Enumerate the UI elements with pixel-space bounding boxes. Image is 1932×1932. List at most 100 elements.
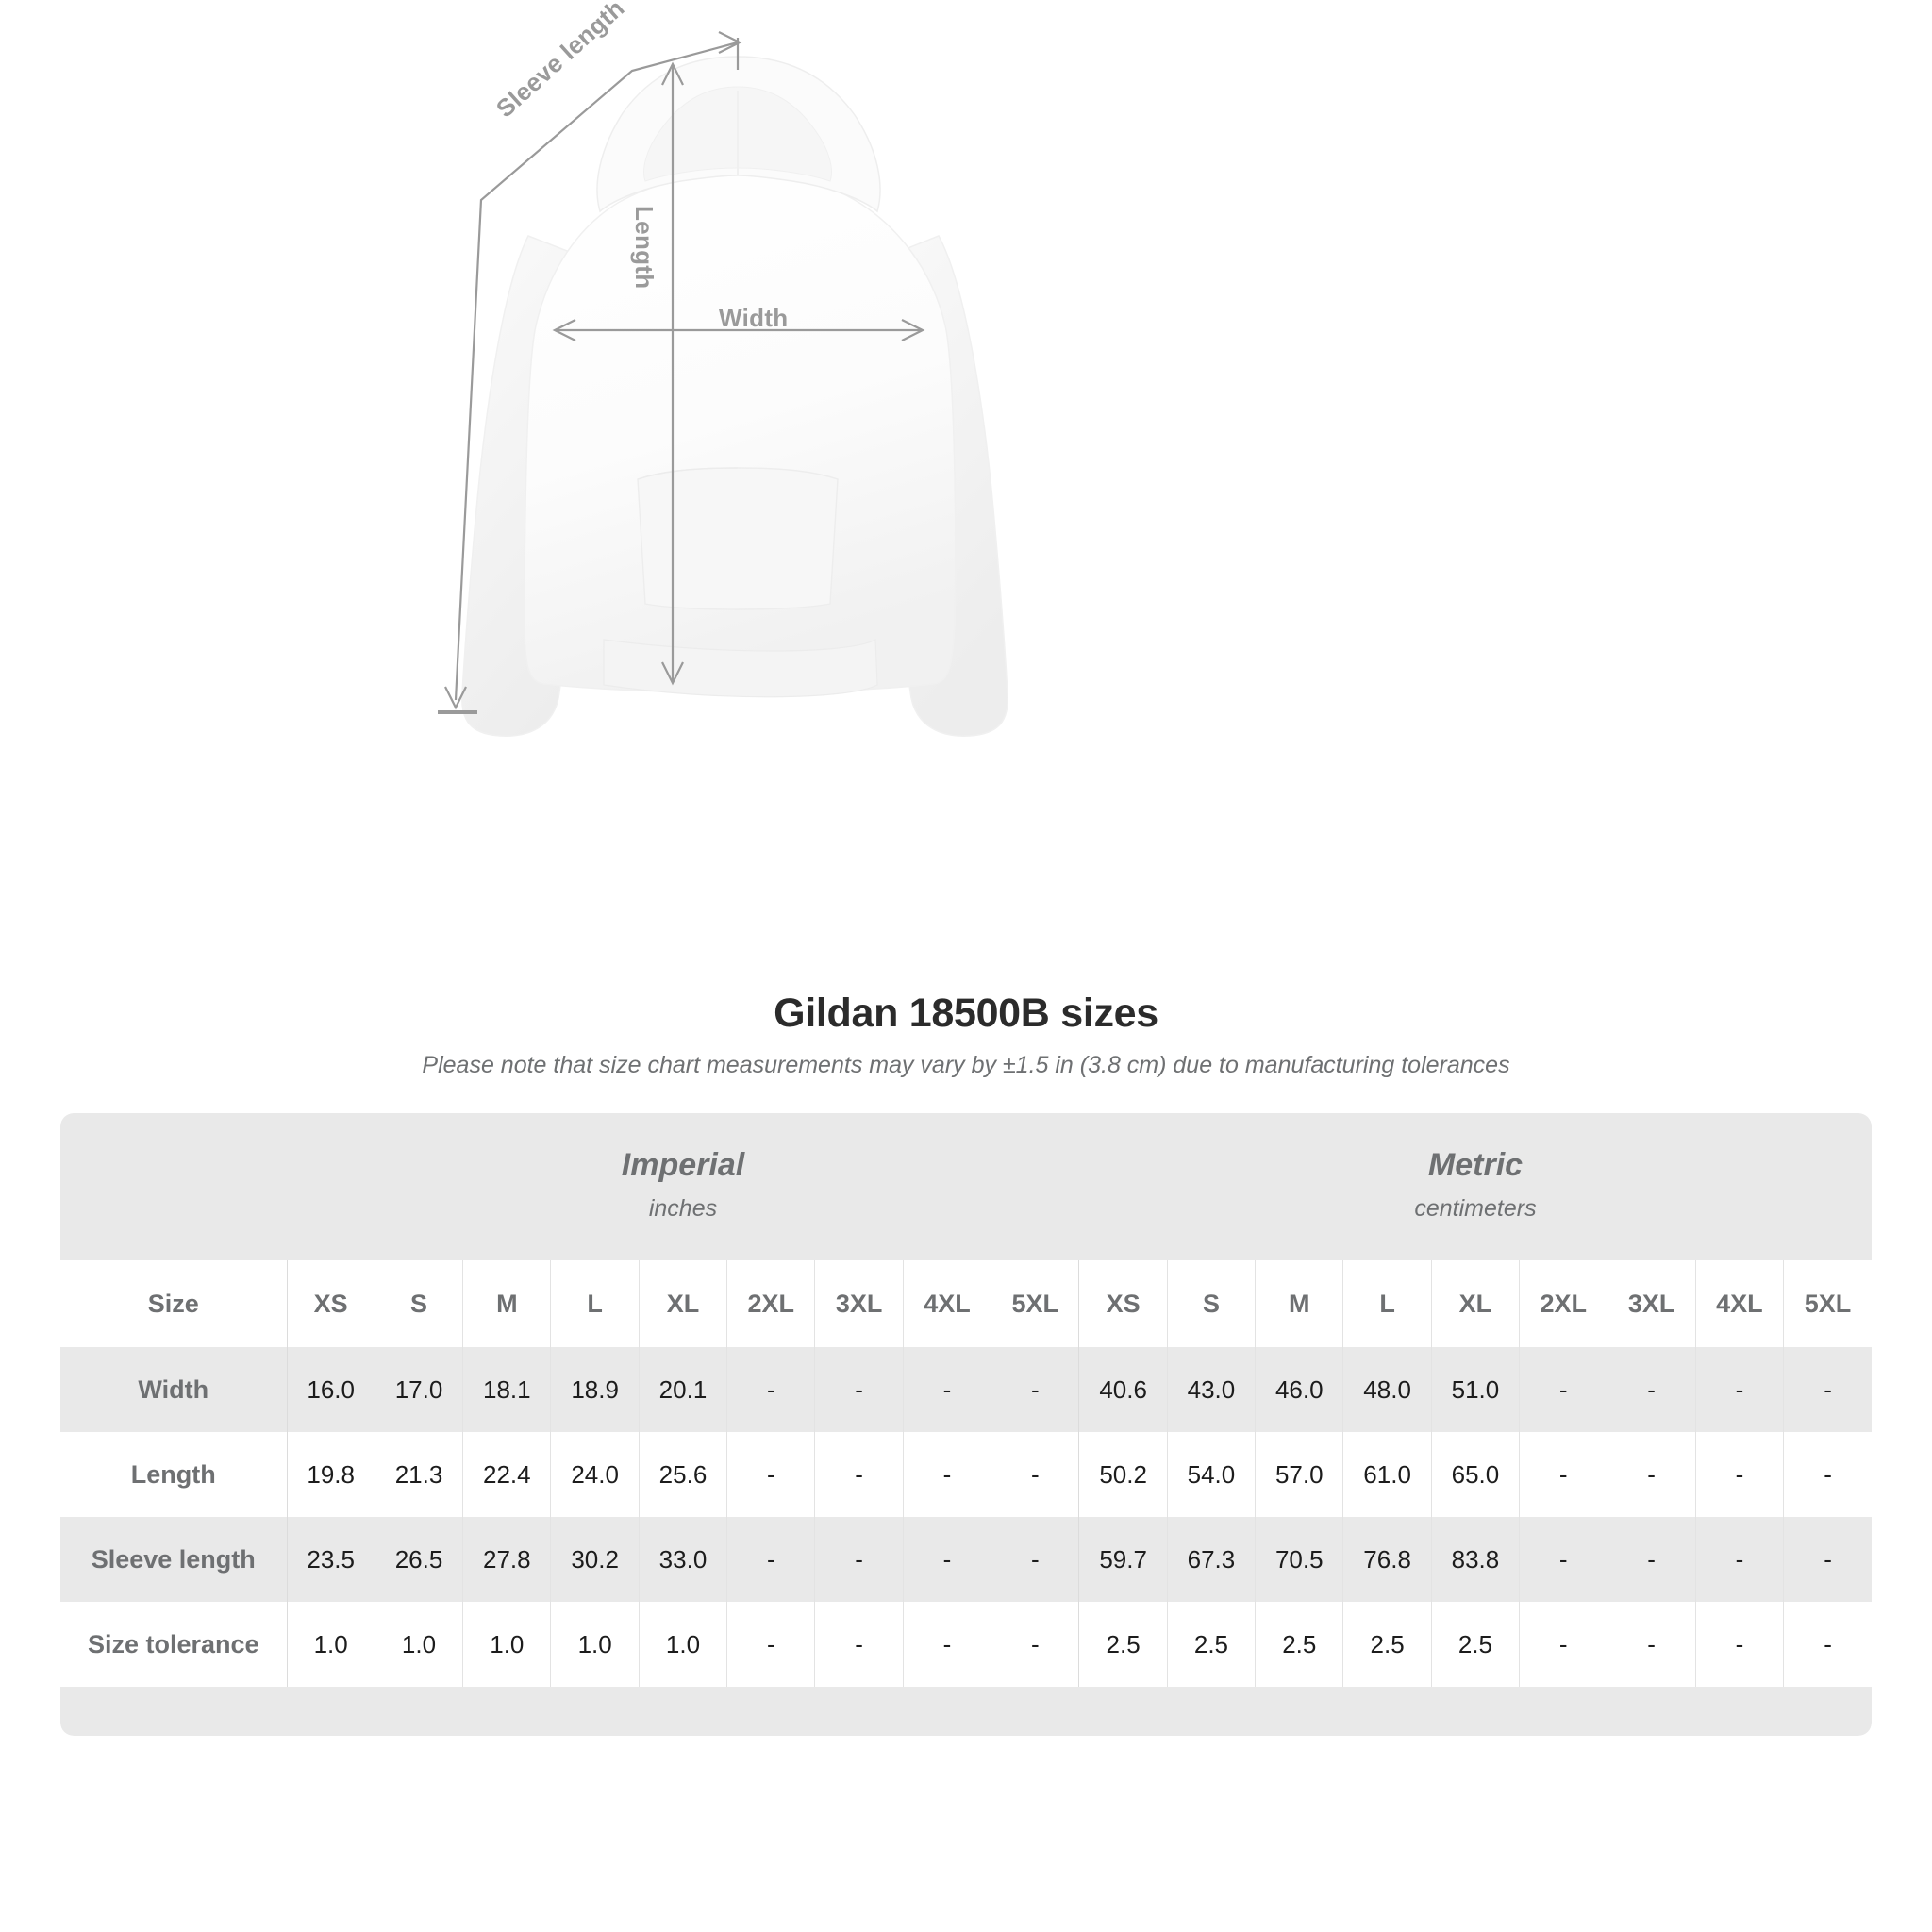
cell-sleeve-length-imperial-l: 30.2 <box>550 1517 640 1602</box>
size-header-metric-3xl[interactable]: 3XL <box>1607 1260 1696 1347</box>
size-header-metric-5xl[interactable]: 5XL <box>1783 1260 1872 1347</box>
cell-width-metric-l: 48.0 <box>1342 1347 1432 1432</box>
table-row: Sleeve length 23.5 26.5 27.8 30.2 33.0- - - -59.… <box>60 1517 1872 1602</box>
size-header-imperial-5xl[interactable]: 5XL <box>991 1260 1079 1347</box>
size-header-metric-2xl[interactable]: 2XL <box>1519 1260 1607 1347</box>
cell-size-tolerance-imperial-s: 1.0 <box>374 1602 463 1687</box>
page-title: Gildan 18500B sizes <box>774 991 1158 1036</box>
cell-sleeve-length-imperial-s: 26.5 <box>374 1517 463 1602</box>
cell-size-tolerance-metric-5xl: - <box>1783 1602 1872 1687</box>
size-header-metric-s[interactable]: S <box>1166 1260 1256 1347</box>
size-header-metric-xs[interactable]: XS <box>1078 1260 1168 1347</box>
cell-width-metric-s: 43.0 <box>1166 1347 1256 1432</box>
cell-length-imperial-xs: 19.8 <box>286 1432 375 1517</box>
table-footer-strip <box>60 1687 1872 1736</box>
cell-width-metric-xs: 40.6 <box>1078 1347 1168 1432</box>
cell-sleeve-length-metric-xs: 59.7 <box>1078 1517 1168 1602</box>
unit-subtitle: inches <box>648 1195 718 1222</box>
unit-name: Imperial <box>621 1147 745 1183</box>
cell-size-tolerance-imperial-5xl: - <box>991 1602 1079 1687</box>
cell-width-metric-2xl: - <box>1519 1347 1607 1432</box>
row-label-sleeve-length: Sleeve length <box>60 1517 287 1602</box>
size-header-metric-4xl[interactable]: 4XL <box>1694 1260 1784 1347</box>
size-header-imperial-2xl[interactable]: 2XL <box>726 1260 815 1347</box>
cell-sleeve-length-imperial-3xl: - <box>814 1517 904 1602</box>
unit-banner-spacer <box>60 1113 287 1260</box>
cell-length-metric-2xl: - <box>1519 1432 1607 1517</box>
unit-banner-metric: Metric centimeters <box>1078 1113 1872 1260</box>
cell-length-metric-s: 54.0 <box>1166 1432 1256 1517</box>
cell-width-metric-4xl: - <box>1694 1347 1784 1432</box>
cell-length-metric-m: 57.0 <box>1255 1432 1343 1517</box>
cell-sleeve-length-metric-2xl: - <box>1519 1517 1607 1602</box>
cell-length-metric-4xl: - <box>1694 1432 1784 1517</box>
measurement-lines <box>438 31 925 714</box>
cell-width-imperial-4xl: - <box>902 1347 991 1432</box>
cell-width-imperial-xs: 16.0 <box>286 1347 375 1432</box>
size-header-metric-xl[interactable]: XL <box>1430 1260 1520 1347</box>
cell-sleeve-length-metric-l: 76.8 <box>1342 1517 1432 1602</box>
cell-length-imperial-2xl: - <box>726 1432 815 1517</box>
size-header-imperial-xl[interactable]: XL <box>638 1260 727 1347</box>
unit-banner-row: Imperial inches Metric centimeters <box>60 1113 1872 1260</box>
cell-length-metric-xl: 65.0 <box>1430 1432 1520 1517</box>
cell-width-imperial-m: 18.1 <box>462 1347 551 1432</box>
hoodie-shape <box>461 56 1008 737</box>
size-header-imperial-4xl[interactable]: 4XL <box>902 1260 991 1347</box>
cell-width-imperial-5xl: - <box>991 1347 1079 1432</box>
cell-size-tolerance-metric-2xl: - <box>1519 1602 1607 1687</box>
cell-sleeve-length-metric-xl: 83.8 <box>1430 1517 1520 1602</box>
cell-width-imperial-l: 18.9 <box>550 1347 640 1432</box>
size-table-wrapper: Imperial inches Metric centimeters Size XS S M L… <box>60 1113 1872 1736</box>
table-row: Size tolerance 1.0 1.0 1.0 1.0 1.0- - - -2.5 2.5 2… <box>60 1602 1872 1687</box>
cell-length-imperial-m: 22.4 <box>462 1432 551 1517</box>
cell-sleeve-length-imperial-xs: 23.5 <box>286 1517 375 1602</box>
cell-size-tolerance-metric-s: 2.5 <box>1166 1602 1256 1687</box>
size-header-imperial-m[interactable]: M <box>462 1260 551 1347</box>
size-header-metric-m[interactable]: M <box>1255 1260 1343 1347</box>
size-header-imperial-l[interactable]: L <box>550 1260 640 1347</box>
cell-length-imperial-s: 21.3 <box>374 1432 463 1517</box>
cell-length-metric-3xl: - <box>1607 1432 1696 1517</box>
size-header-metric-l[interactable]: L <box>1342 1260 1432 1347</box>
table-footer-cell <box>60 1687 1872 1736</box>
size-chart-table: Imperial inches Metric centimeters Size XS S M L… <box>60 1113 1872 1736</box>
cell-sleeve-length-metric-s: 67.3 <box>1166 1517 1256 1602</box>
cell-sleeve-length-metric-4xl: - <box>1694 1517 1784 1602</box>
cell-size-tolerance-metric-4xl: - <box>1694 1602 1784 1687</box>
size-header-imperial-3xl[interactable]: 3XL <box>814 1260 904 1347</box>
cell-size-tolerance-imperial-m: 1.0 <box>462 1602 551 1687</box>
size-header-label: Size <box>60 1260 287 1347</box>
cell-width-metric-m: 46.0 <box>1255 1347 1343 1432</box>
unit-banner-imperial: Imperial inches <box>287 1113 1079 1260</box>
size-header-row: Size XS S M L XL 2XL 3XL 4XL 5XL XS S M L XL 2XL 3XL 4XL 5… <box>60 1260 1872 1347</box>
title-block: Gildan 18500B sizes Please note that siz… <box>0 991 1932 1079</box>
cell-length-imperial-5xl: - <box>991 1432 1079 1517</box>
size-header-imperial-s[interactable]: S <box>374 1260 463 1347</box>
cell-sleeve-length-metric-5xl: - <box>1783 1517 1872 1602</box>
table-row: Width 16.0 17.0 18.1 18.9 20.1- - - -40.6 43.0 46.… <box>60 1347 1872 1432</box>
cell-length-metric-l: 61.0 <box>1342 1432 1432 1517</box>
cell-width-metric-5xl: - <box>1783 1347 1872 1432</box>
row-label-size-tolerance: Size tolerance <box>60 1602 287 1687</box>
cell-width-imperial-3xl: - <box>814 1347 904 1432</box>
cell-size-tolerance-imperial-3xl: - <box>814 1602 904 1687</box>
cell-width-metric-xl: 51.0 <box>1430 1347 1520 1432</box>
hoodie-illustration <box>438 31 1008 737</box>
cell-length-metric-xs: 50.2 <box>1078 1432 1168 1517</box>
cell-size-tolerance-imperial-xs: 1.0 <box>286 1602 375 1687</box>
garment-diagram: Sleeve length Length Width <box>438 0 1008 737</box>
row-label-length: Length <box>60 1432 287 1517</box>
cell-size-tolerance-imperial-xl: 1.0 <box>638 1602 727 1687</box>
size-header-imperial-xs[interactable]: XS <box>286 1260 375 1347</box>
cell-sleeve-length-metric-3xl: - <box>1607 1517 1696 1602</box>
cell-sleeve-length-imperial-5xl: - <box>991 1517 1079 1602</box>
cell-sleeve-length-imperial-4xl: - <box>902 1517 991 1602</box>
cell-width-imperial-xl: 20.1 <box>638 1347 727 1432</box>
cell-size-tolerance-metric-xl: 2.5 <box>1430 1602 1520 1687</box>
cell-size-tolerance-metric-m: 2.5 <box>1255 1602 1343 1687</box>
cell-width-imperial-2xl: - <box>726 1347 815 1432</box>
cell-length-imperial-l: 24.0 <box>550 1432 640 1517</box>
unit-subtitle: centimeters <box>1414 1195 1537 1222</box>
